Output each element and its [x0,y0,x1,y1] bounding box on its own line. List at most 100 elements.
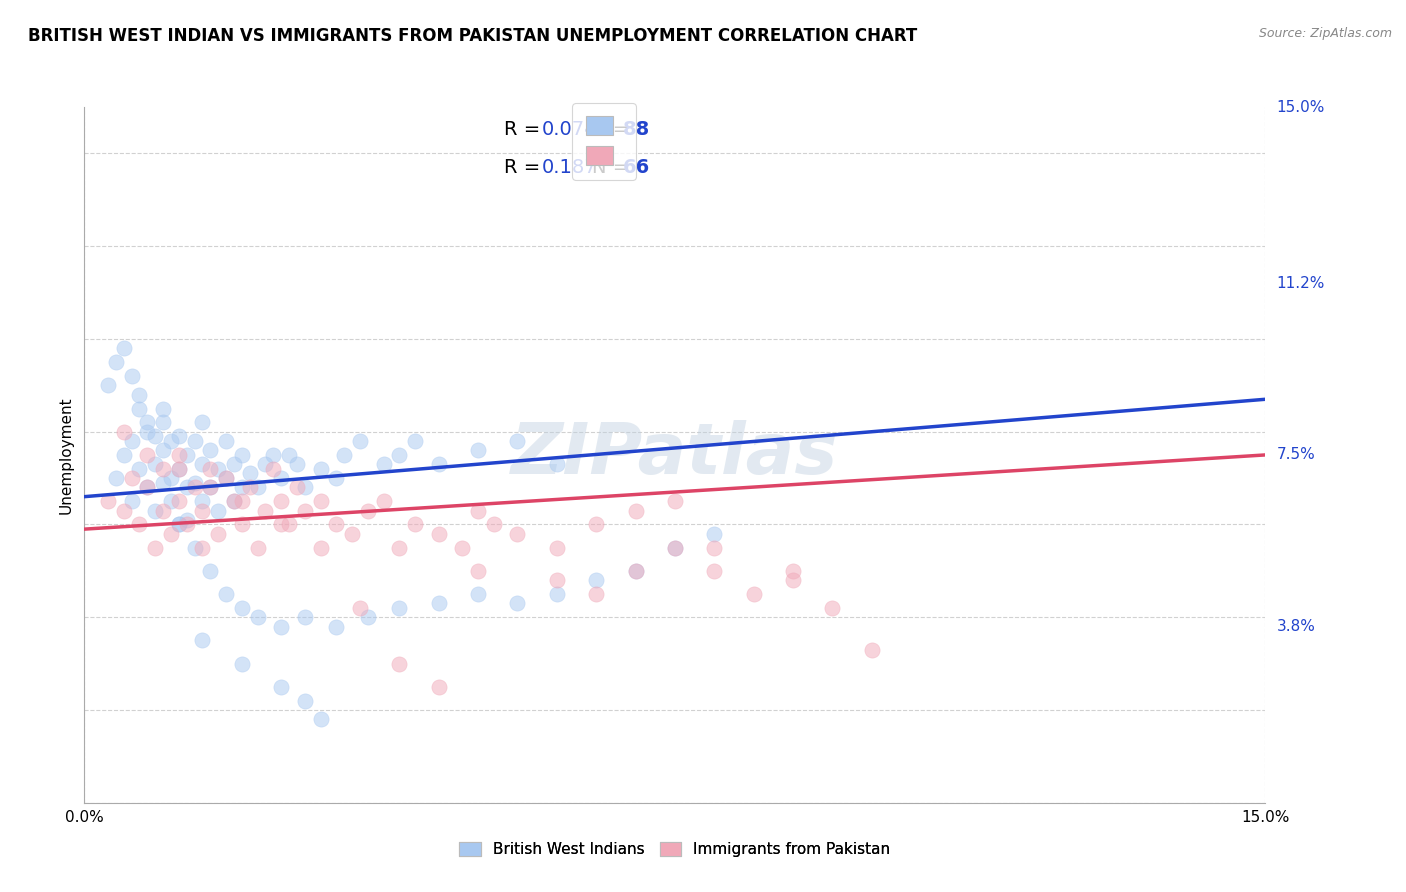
Point [167,448,190,462]
Point [112,448,135,462]
Point [246,541,269,555]
Point [183,475,205,490]
Point [782,564,804,578]
Point [152,401,174,416]
Point [200,462,222,476]
Point [136,448,159,462]
Point [388,601,411,615]
Point [200,564,222,578]
Point [152,462,174,476]
Point [143,541,166,555]
Text: 0.074: 0.074 [541,120,598,139]
Point [285,480,308,494]
Point [183,480,205,494]
Point [246,480,269,494]
Point [467,587,489,601]
Point [176,513,198,527]
Point [357,610,380,624]
Point [427,457,450,471]
Point [215,471,238,485]
Point [128,387,150,401]
Point [309,712,332,726]
Text: R =: R = [503,120,546,139]
Point [167,462,190,476]
Point [340,526,363,541]
Text: N =: N = [592,158,636,178]
Point [167,517,190,532]
Point [215,587,238,601]
Point [215,434,238,448]
Point [373,494,395,508]
Point [309,541,332,555]
Point [176,448,198,462]
Text: R =: R = [503,158,546,178]
Point [270,471,292,485]
Point [152,503,174,517]
Point [373,457,395,471]
Point [270,619,292,633]
Point [278,448,301,462]
Point [231,657,253,671]
Point [546,457,568,471]
Point [427,680,450,694]
Point [294,503,316,517]
Point [546,573,568,587]
Point [231,517,253,532]
Point [624,564,647,578]
Point [167,429,190,443]
Point [191,541,214,555]
Point [112,341,135,355]
Point [294,610,316,624]
Text: 88: 88 [623,120,650,139]
Point [176,517,198,532]
Point [585,573,607,587]
Point [860,642,883,657]
Point [191,503,214,517]
Point [121,471,143,485]
Point [231,494,253,508]
Point [451,541,474,555]
Text: 0.187: 0.187 [541,158,598,178]
Point [325,471,347,485]
Point [200,480,222,494]
Point [136,480,159,494]
Point [349,434,371,448]
Point [160,494,183,508]
Point [246,610,269,624]
Point [121,434,143,448]
Point [270,494,292,508]
Point [160,526,183,541]
Point [349,601,371,615]
Text: 66: 66 [623,158,650,178]
Point [333,448,356,462]
Point [112,503,135,517]
Text: BRITISH WEST INDIAN VS IMMIGRANTS FROM PAKISTAN UNEMPLOYMENT CORRELATION CHART: BRITISH WEST INDIAN VS IMMIGRANTS FROM P… [28,27,917,45]
Point [262,462,284,476]
Point [160,434,183,448]
Text: 11.2%: 11.2% [1277,276,1324,291]
Point [427,596,450,610]
Point [506,596,529,610]
Point [388,657,411,671]
Point [191,494,214,508]
Point [152,443,174,458]
Point [357,503,380,517]
Point [239,467,262,481]
Point [821,601,844,615]
Legend: British West Indians, Immigrants from Pakistan: British West Indians, Immigrants from Pa… [451,834,898,864]
Point [160,471,183,485]
Point [506,526,529,541]
Point [104,355,127,369]
Text: ZIPatlas: ZIPatlas [512,420,838,490]
Point [467,564,489,578]
Point [167,462,190,476]
Point [128,401,150,416]
Point [152,475,174,490]
Point [97,494,120,508]
Point [167,494,190,508]
Point [207,526,229,541]
Point [128,462,150,476]
Point [239,480,262,494]
Point [207,462,229,476]
Point [506,434,529,448]
